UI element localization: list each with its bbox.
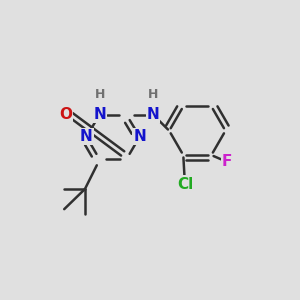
Text: N: N — [147, 107, 159, 122]
Text: H: H — [148, 88, 158, 101]
Text: N: N — [133, 129, 146, 144]
Text: H: H — [94, 88, 105, 101]
Text: Cl: Cl — [177, 176, 193, 191]
Text: F: F — [222, 154, 232, 169]
Text: N: N — [93, 107, 106, 122]
Text: N: N — [80, 129, 93, 144]
Text: O: O — [59, 107, 72, 122]
